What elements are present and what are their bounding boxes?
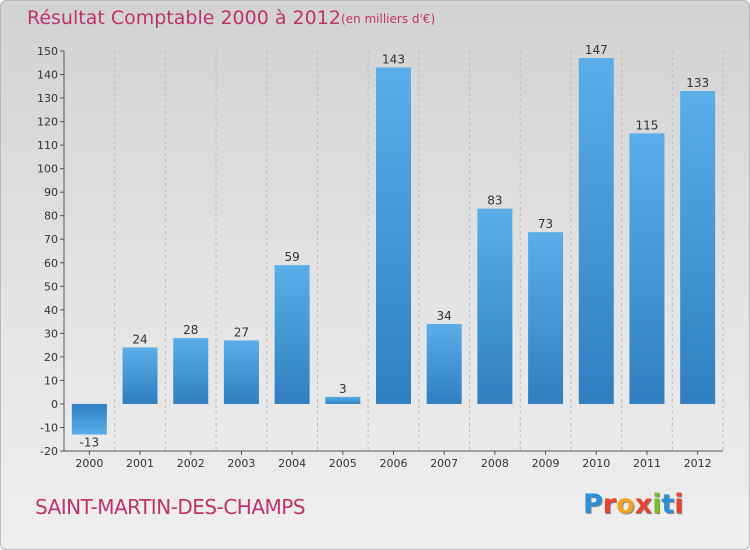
data-label: -13 bbox=[80, 436, 100, 450]
data-label: 28 bbox=[183, 323, 198, 337]
bar bbox=[629, 133, 665, 404]
y-tick-label: 20 bbox=[44, 351, 58, 364]
y-tick-label: 140 bbox=[37, 69, 58, 82]
logo-letter: x bbox=[634, 489, 653, 520]
bar bbox=[325, 396, 361, 404]
y-tick-label: -10 bbox=[40, 421, 58, 434]
bar bbox=[426, 323, 462, 404]
data-label: 115 bbox=[636, 118, 659, 132]
bar bbox=[376, 67, 411, 404]
y-tick-label: 120 bbox=[37, 116, 58, 129]
bar bbox=[122, 347, 158, 404]
y-tick-label: 40 bbox=[44, 304, 58, 317]
chart-subtitle: (en milliers d'€) bbox=[341, 12, 436, 26]
logo-letter: i bbox=[652, 489, 662, 520]
x-tick-label: 2008 bbox=[481, 457, 509, 470]
commune-name: SAINT-MARTIN-DES-CHAMPS bbox=[35, 495, 306, 519]
proxiti-logo: Proxiti bbox=[583, 489, 684, 520]
bar bbox=[578, 58, 614, 404]
x-tick-label: 2007 bbox=[430, 457, 458, 470]
data-label: 73 bbox=[538, 217, 553, 231]
y-tick-label: 50 bbox=[44, 280, 58, 293]
logo-letter: i bbox=[674, 489, 684, 520]
data-label: 133 bbox=[686, 76, 709, 90]
data-label: 24 bbox=[132, 332, 147, 346]
y-tick-label: 30 bbox=[44, 327, 58, 340]
bar bbox=[173, 338, 209, 404]
y-tick-label: 60 bbox=[44, 257, 58, 270]
data-labels: -13 24 28 27 59 3 143 34 83 73 147 115 133 bbox=[80, 43, 710, 449]
grid bbox=[63, 51, 724, 451]
y-tick-label: 90 bbox=[44, 186, 58, 199]
logo-letter: r bbox=[602, 489, 617, 520]
data-label: 147 bbox=[585, 43, 608, 57]
y-tick-label: 130 bbox=[37, 92, 58, 105]
data-label: 3 bbox=[339, 382, 347, 396]
data-label: 59 bbox=[284, 250, 299, 264]
bar bbox=[528, 232, 564, 404]
x-tick-label: 2001 bbox=[126, 457, 154, 470]
y-tick-label: 150 bbox=[37, 45, 58, 58]
data-label: 27 bbox=[234, 325, 249, 339]
y-tick-label: 110 bbox=[37, 139, 58, 152]
y-tick-label: 80 bbox=[44, 210, 58, 223]
axes: -20 -10 0 10 20 30 40 50 60 70 80 90 100 110 120 130 140… bbox=[37, 45, 723, 470]
x-tick-label: 2000 bbox=[75, 457, 103, 470]
x-tick-label: 2012 bbox=[684, 457, 712, 470]
bar bbox=[223, 340, 259, 404]
x-tick-label: 2005 bbox=[329, 457, 357, 470]
x-tick-label: 2003 bbox=[227, 457, 255, 470]
data-label: 83 bbox=[487, 194, 502, 208]
logo-letter: t bbox=[661, 489, 675, 520]
x-tick-label: 2009 bbox=[532, 457, 560, 470]
x-tick-label: 2004 bbox=[278, 457, 306, 470]
logo-letter: o bbox=[616, 489, 635, 520]
data-label: 34 bbox=[437, 309, 452, 323]
x-tick-label: 2002 bbox=[177, 457, 205, 470]
data-label: 143 bbox=[382, 52, 405, 66]
bars bbox=[71, 58, 716, 435]
y-tick-label: -20 bbox=[40, 445, 58, 458]
y-tick-label: 0 bbox=[51, 398, 58, 411]
x-tick-label: 2006 bbox=[380, 457, 408, 470]
x-tick-label: 2011 bbox=[633, 457, 661, 470]
bar bbox=[680, 91, 716, 404]
logo-letter: P bbox=[583, 489, 603, 520]
x-tick-label: 2010 bbox=[582, 457, 610, 470]
chart-title: Résultat Comptable 2000 à 2012 bbox=[27, 7, 341, 29]
bar bbox=[71, 403, 107, 435]
y-tick-label: 100 bbox=[37, 163, 58, 176]
y-tick-label: 70 bbox=[44, 233, 58, 246]
y-tick-label: 10 bbox=[44, 374, 58, 387]
bar bbox=[274, 265, 310, 404]
bar bbox=[477, 208, 513, 404]
